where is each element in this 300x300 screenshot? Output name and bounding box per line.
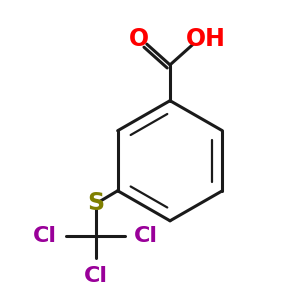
Text: Cl: Cl [134,226,158,246]
Text: OH: OH [186,28,226,52]
Text: Cl: Cl [84,266,108,286]
Text: S: S [87,191,104,215]
Text: Cl: Cl [33,226,57,246]
Text: O: O [129,28,149,52]
